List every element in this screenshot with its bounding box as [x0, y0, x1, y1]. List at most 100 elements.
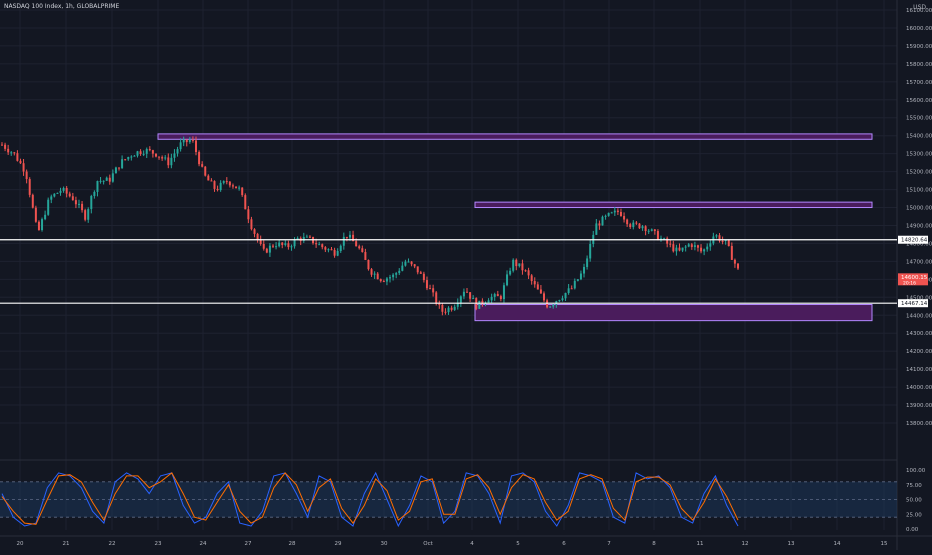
- oscillator-series-line: [1, 471, 739, 528]
- candle-body: [225, 181, 228, 183]
- candle-body: [385, 278, 388, 282]
- x-tick-label: 20: [17, 541, 24, 547]
- candle-body: [567, 288, 570, 293]
- candle-body: [315, 243, 318, 245]
- candle-body: [28, 179, 31, 195]
- candle-body: [370, 269, 373, 275]
- y-tick-label: 14300.00: [906, 331, 932, 337]
- candle-body: [573, 280, 576, 289]
- candle-body: [176, 149, 179, 154]
- candle-body: [727, 239, 730, 246]
- y-tick-label: 15300.00: [906, 152, 932, 158]
- candle-body: [382, 281, 385, 283]
- candle-body: [623, 216, 626, 220]
- candle-body: [219, 182, 222, 191]
- oscillator-tick-label: 50.00: [906, 498, 922, 504]
- candle-body: [330, 249, 333, 251]
- y-tick-label: 14900.00: [906, 223, 932, 229]
- candle-body: [536, 284, 539, 290]
- candle-body: [576, 279, 579, 281]
- candle-body: [635, 222, 638, 224]
- candle-body: [4, 144, 7, 149]
- y-tick-label: 14100.00: [906, 367, 932, 373]
- candle-body: [84, 210, 87, 220]
- candle-body: [395, 273, 398, 275]
- candle-body: [34, 207, 37, 222]
- candle-body: [733, 259, 736, 264]
- candle-body: [339, 245, 342, 252]
- x-tick-label: 7: [607, 541, 611, 547]
- candle-body: [481, 300, 484, 305]
- candle-body: [154, 153, 157, 157]
- candle-body: [348, 234, 351, 238]
- zone-rectangle: [157, 133, 873, 140]
- y-tick-label: 16000.00: [906, 26, 932, 32]
- candle-body: [626, 219, 629, 225]
- candle-body: [419, 272, 422, 274]
- x-tick-label: 14: [834, 541, 841, 547]
- candle-body: [284, 243, 287, 246]
- candle-body: [253, 229, 256, 234]
- candle-body: [398, 270, 401, 274]
- x-tick-label: Oct: [423, 541, 433, 547]
- x-tick-label: 12: [742, 541, 749, 547]
- last-price-box: [898, 273, 928, 286]
- candle-body: [703, 249, 706, 252]
- candle-body: [539, 289, 542, 294]
- x-tick-label: 23: [155, 541, 162, 547]
- x-tick-label: 28: [289, 541, 296, 547]
- candle-body: [111, 173, 114, 182]
- candle-body: [108, 177, 111, 182]
- candle-body: [173, 153, 176, 158]
- symbol-title: NASDAQ 100 Index, 1h, GLOBALPRIME: [4, 3, 120, 10]
- candle-body: [579, 273, 582, 280]
- candle-body: [546, 300, 549, 308]
- candle-body: [696, 245, 699, 248]
- candle-body: [527, 270, 530, 276]
- candle-body: [663, 238, 666, 240]
- candle-body: [502, 285, 505, 300]
- candle-body: [653, 229, 656, 232]
- last-price-countdown: 20:16: [903, 280, 916, 286]
- y-tick-label: 15000.00: [906, 206, 932, 212]
- candle-body: [275, 246, 278, 248]
- candle-body: [706, 246, 709, 250]
- candle-body: [352, 234, 355, 242]
- candle-body: [105, 177, 108, 181]
- candle-body: [552, 304, 555, 307]
- candle-body: [724, 239, 727, 241]
- level-label: 14467.14: [901, 301, 928, 307]
- candle-body: [65, 187, 68, 194]
- candle-body: [136, 151, 139, 156]
- candle-body: [158, 156, 161, 158]
- candle-body: [361, 248, 364, 253]
- candle-body: [506, 274, 509, 286]
- candle-body: [290, 246, 293, 248]
- candle-body: [262, 243, 265, 249]
- candle-body: [44, 214, 47, 220]
- candle-body: [512, 259, 515, 271]
- candle-body: [210, 180, 213, 182]
- candle-body: [429, 288, 432, 290]
- candle-body: [96, 181, 99, 192]
- candle-body: [496, 294, 499, 297]
- level-label-box: [898, 299, 928, 308]
- candle-body: [422, 273, 425, 281]
- candle-body: [179, 142, 182, 150]
- candle-body: [355, 241, 358, 247]
- candle-body: [271, 245, 274, 247]
- y-tick-label: 14700.00: [906, 259, 932, 265]
- oscillator-tick-label: 0.00: [906, 527, 919, 533]
- candle-body: [509, 270, 512, 275]
- x-tick-label: 22: [109, 541, 116, 547]
- candle-body: [145, 149, 148, 154]
- candle-body: [730, 245, 733, 260]
- candle-body: [392, 274, 395, 278]
- candle-body: [521, 263, 524, 271]
- candle-body: [450, 307, 453, 310]
- candle-body: [71, 196, 74, 201]
- candle-body: [191, 139, 194, 141]
